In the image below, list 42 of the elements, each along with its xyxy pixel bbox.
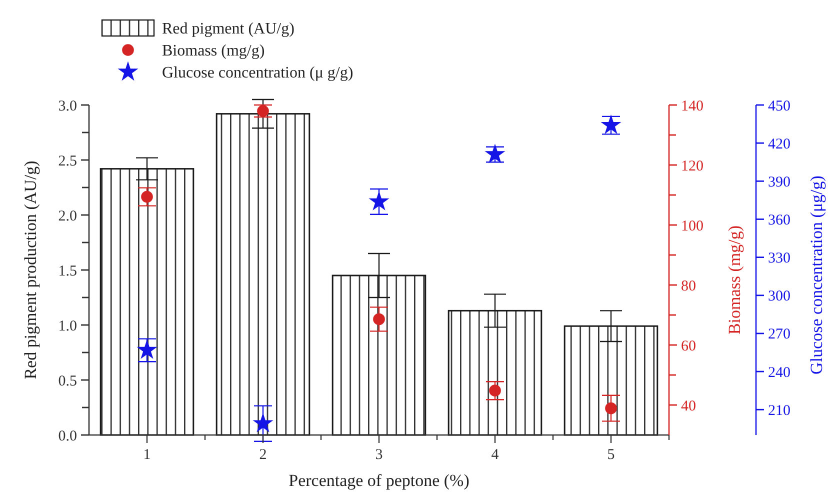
y3-tick-label: 360: [768, 212, 790, 228]
legend-label: Glucose concentration (μ g/g): [162, 64, 354, 82]
point: [141, 190, 153, 203]
y-tick-label: 0.0: [58, 428, 77, 444]
y-tick-label: 1.0: [58, 318, 77, 334]
y3-tick-label: 450: [768, 98, 790, 114]
y-tick-label: 0.5: [58, 373, 77, 390]
y-tick-label: 3.0: [58, 98, 77, 114]
y3-tick-label: 210: [768, 402, 790, 419]
y3-tick-label: 330: [768, 250, 790, 267]
legend-label: Biomass (mg/g): [162, 42, 265, 60]
point: [257, 105, 269, 117]
point: [368, 190, 390, 210]
y3-tick-label: 390: [768, 174, 790, 190]
y2-tick-label: 40: [681, 398, 696, 414]
y-tick-label: 1.5: [58, 263, 77, 280]
y2-tick-label: 140: [681, 98, 704, 114]
x-tick-label: 3: [375, 447, 383, 463]
y-tick-label: 2.5: [58, 153, 77, 170]
x-tick-label: 2: [259, 447, 267, 463]
point: [489, 384, 501, 397]
x-axis-title: Percentage of peptone (%): [288, 471, 470, 490]
point: [373, 313, 385, 326]
x-tick-label: 5: [607, 447, 615, 463]
point: [605, 402, 617, 414]
y2-tick-label: 100: [681, 218, 704, 234]
y2-tick-label: 80: [681, 278, 696, 294]
y-tick-label: 2.0: [58, 208, 77, 224]
y2-tick-label: 120: [681, 158, 704, 174]
y3-tick-label: 420: [768, 136, 790, 152]
point: [136, 339, 158, 359]
y3-tick-label: 240: [768, 364, 790, 381]
y2-tick-label: 60: [681, 338, 696, 354]
y3-axis-title: Glucose concentration (μg/g): [807, 176, 826, 374]
x-tick-label: 4: [491, 447, 500, 463]
point: [252, 412, 274, 432]
y2-axis-title: Biomass (mg/g): [725, 225, 744, 335]
x-tick-label: 1: [143, 447, 151, 463]
y3-tick-label: 270: [768, 326, 790, 343]
y-axis-title: Red pigment production (AU/g): [21, 160, 40, 380]
legend-label: Red pigment (AU/g): [162, 20, 294, 38]
y3-tick-label: 300: [768, 288, 790, 305]
